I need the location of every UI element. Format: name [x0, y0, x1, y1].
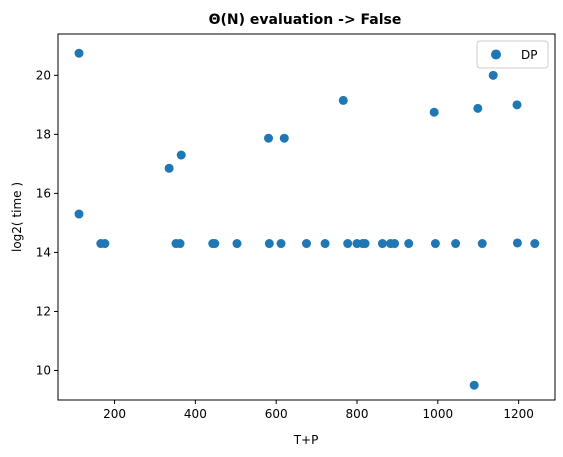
x-axis-label: T+P: [293, 433, 319, 447]
plot-frame: [57, 33, 556, 401]
y-tick-label-1: 12: [36, 304, 51, 318]
points-layer: [74, 48, 540, 390]
y-tick-label-4: 18: [36, 127, 51, 141]
data-point-0-29: [469, 380, 479, 390]
legend-label-dp: DP: [521, 48, 537, 62]
x-tick-label-1: 400: [184, 407, 207, 421]
data-point-0-17: [338, 95, 348, 105]
data-point-0-35: [530, 239, 540, 249]
data-point-0-3: [100, 239, 110, 249]
data-point-0-28: [451, 239, 461, 249]
data-point-0-27: [430, 239, 440, 249]
legend: DP: [476, 40, 549, 69]
legend-box: [476, 40, 549, 69]
data-point-0-4: [164, 163, 174, 173]
data-point-0-18: [343, 239, 353, 249]
data-point-0-9: [210, 239, 220, 249]
y-axis-ticks: 10 12 14 16 18 20: [36, 68, 58, 377]
data-point-0-24: [390, 239, 400, 249]
data-point-0-15: [302, 239, 311, 249]
x-tick-label-3: 800: [346, 407, 369, 421]
y-axis-label: log2( time ): [10, 182, 24, 252]
x-tick-label-4: 1000: [423, 407, 454, 421]
y-tick-label-0: 10: [36, 363, 51, 377]
data-point-0-7: [176, 150, 186, 160]
data-point-0-16: [320, 239, 330, 249]
data-point-0-12: [264, 239, 274, 249]
data-point-0-21: [360, 239, 370, 249]
y-tick-label-2: 14: [36, 245, 51, 259]
data-point-0-33: [512, 100, 522, 110]
chart-title: Θ(N) evaluation -> False: [209, 12, 402, 28]
data-point-0-25: [404, 239, 414, 249]
data-point-0-30: [473, 103, 483, 113]
x-tick-label-5: 1200: [503, 407, 534, 421]
data-point-0-26: [429, 107, 439, 117]
y-tick-label-5: 20: [36, 68, 51, 82]
data-point-0-31: [477, 239, 487, 249]
y-tick-label-3: 16: [36, 186, 51, 200]
data-point-0-14: [279, 133, 289, 143]
x-tick-label-2: 600: [265, 407, 288, 421]
data-point-0-13: [276, 239, 286, 249]
data-point-0-22: [377, 239, 387, 249]
x-axis-ticks: 200 400 600 800 1000 1200: [103, 400, 534, 421]
data-point-0-10: [232, 239, 242, 249]
data-point-0-34: [512, 238, 522, 248]
x-tick-label-0: 200: [103, 407, 126, 421]
data-point-0-0: [74, 48, 84, 58]
data-point-0-6: [175, 239, 185, 249]
legend-marker: [491, 49, 501, 60]
data-point-0-11: [264, 133, 274, 143]
data-point-0-32: [488, 70, 498, 80]
data-point-0-1: [74, 209, 84, 219]
